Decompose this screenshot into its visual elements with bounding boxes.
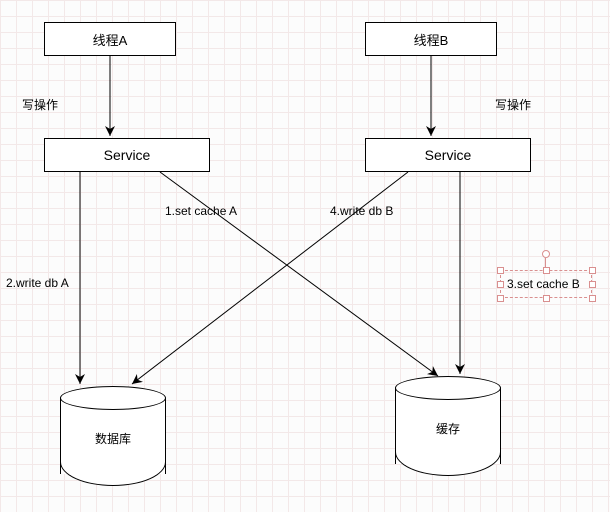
resize-handle-sw[interactable] bbox=[497, 295, 504, 302]
node-label: 线程A bbox=[93, 30, 128, 49]
text: 数据库 bbox=[95, 432, 131, 446]
diagram-canvas: 线程A 线程B Service Service 数据库 缓存 写操作 写操作 2… bbox=[0, 0, 610, 512]
edge-label-1: 1.set cache A bbox=[165, 204, 237, 218]
resize-handle-e[interactable] bbox=[589, 281, 596, 288]
node-service-b[interactable]: Service bbox=[365, 138, 531, 172]
cylinder-top bbox=[395, 376, 501, 400]
node-label: Service bbox=[104, 147, 151, 163]
resize-handle-s[interactable] bbox=[543, 295, 550, 302]
cylinder-bottom bbox=[395, 452, 501, 476]
cylinder-top bbox=[60, 386, 166, 410]
node-service-a[interactable]: Service bbox=[44, 138, 210, 172]
edge-label-2: 2.write db A bbox=[6, 276, 69, 290]
resize-handle-w[interactable] bbox=[497, 281, 504, 288]
edge-label-write-a: 写操作 bbox=[22, 96, 58, 113]
resize-handle-ne[interactable] bbox=[589, 267, 596, 274]
resize-handle-n[interactable] bbox=[543, 267, 550, 274]
node-label: Service bbox=[425, 147, 472, 163]
rotation-handle-icon[interactable] bbox=[542, 250, 550, 258]
edge-label-4: 4.write db B bbox=[330, 204, 393, 218]
text: 缓存 bbox=[436, 422, 460, 436]
node-label-cache: 缓存 bbox=[395, 420, 501, 437]
node-thread-a[interactable]: 线程A bbox=[44, 22, 176, 56]
node-label: 线程B bbox=[414, 30, 449, 49]
node-thread-b[interactable]: 线程B bbox=[365, 22, 497, 56]
resize-handle-se[interactable] bbox=[589, 295, 596, 302]
edge-label-write-b: 写操作 bbox=[495, 96, 531, 113]
resize-handle-nw[interactable] bbox=[497, 267, 504, 274]
cylinder-bottom bbox=[60, 462, 166, 486]
node-label-database: 数据库 bbox=[60, 430, 166, 447]
edge-label-3: 3.set cache B bbox=[507, 277, 580, 291]
selected-edge-label[interactable]: 3.set cache B bbox=[500, 270, 592, 298]
